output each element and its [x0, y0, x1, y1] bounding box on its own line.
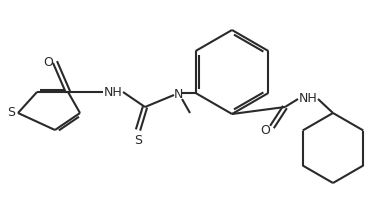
Text: NH: NH — [298, 92, 317, 106]
Text: S: S — [7, 106, 15, 120]
Text: O: O — [260, 123, 270, 137]
Text: O: O — [43, 55, 53, 69]
Text: NH: NH — [104, 86, 122, 98]
Text: N: N — [173, 89, 183, 101]
Text: S: S — [134, 134, 142, 146]
